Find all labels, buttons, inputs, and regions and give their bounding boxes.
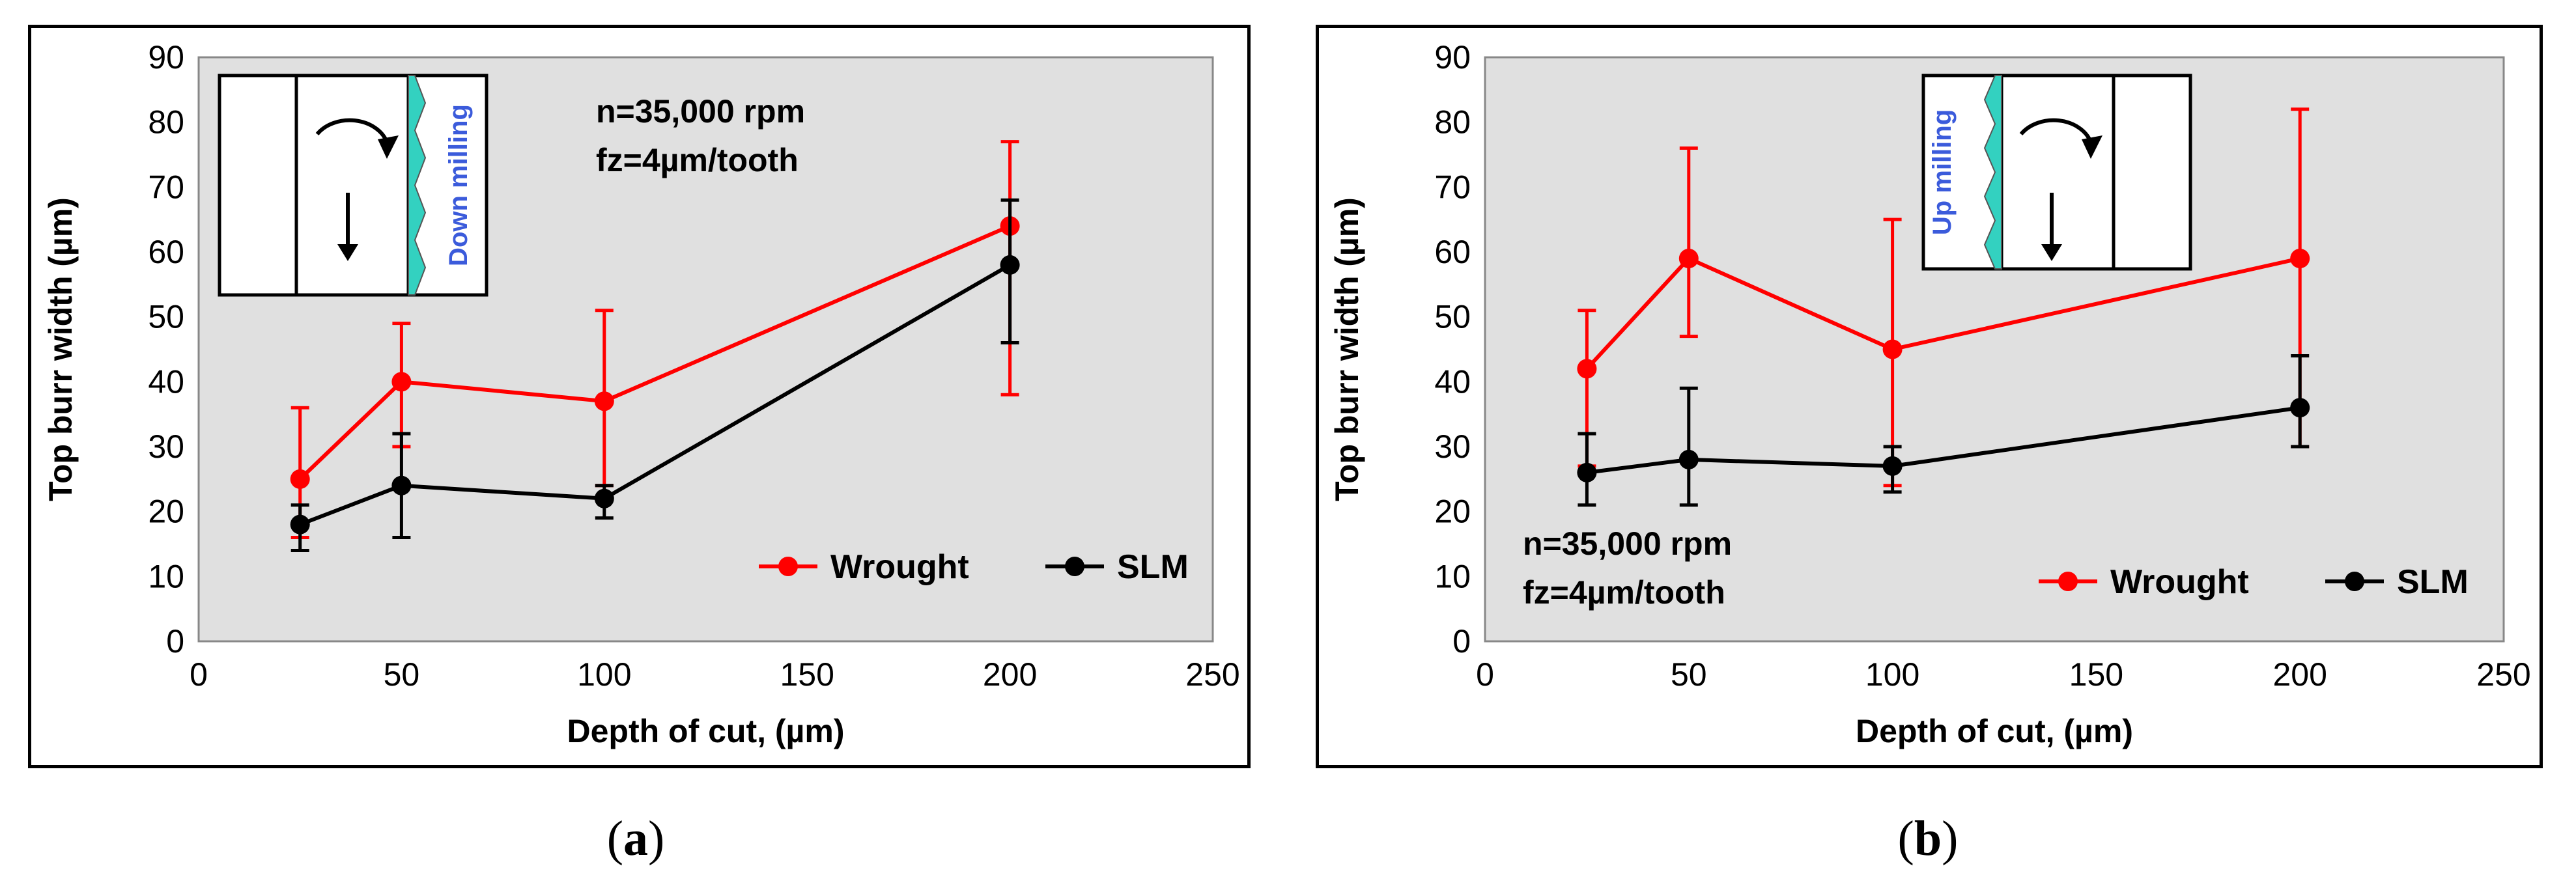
data-point <box>1577 359 1597 379</box>
chart-a: 0 10 20 30 40 50 60 70 80 90 0 50 100 150 200 250 Depth … <box>42 39 1240 749</box>
inset-frame <box>218 74 488 297</box>
legend-label: SLM <box>1117 548 1189 586</box>
data-point <box>1678 449 1699 469</box>
annotation-rpm: n=35,000 rpm <box>1523 525 1732 562</box>
y-tick-label: 10 <box>148 558 184 594</box>
data-point <box>1882 456 1903 476</box>
milling-inset-diagram: Up milling <box>1921 74 2192 271</box>
y-tick-label: 30 <box>1434 428 1471 465</box>
y-tick-label: 70 <box>1434 169 1471 205</box>
series-line <box>299 263 1012 527</box>
y-tick-label: 60 <box>1434 234 1471 270</box>
x-tick-label: 100 <box>577 656 631 693</box>
feed-arrowhead-icon <box>2041 244 2062 261</box>
y-tick-label: 10 <box>1434 558 1471 594</box>
series-wrought <box>1577 107 2310 488</box>
x-tick-label: 150 <box>2069 656 2123 693</box>
milling-mode-label: Up milling <box>1928 109 1957 235</box>
x-tick-label: 0 <box>1476 656 1494 693</box>
data-point <box>391 475 412 495</box>
burr-surface <box>408 75 427 296</box>
chart-b: 0 10 20 30 40 50 60 70 80 90 0 50 100 150 200 250 Depth … <box>1329 39 2531 749</box>
annotation-rpm: n=35,000 rpm <box>596 93 805 130</box>
y-tick-label: 20 <box>148 494 184 530</box>
annotation-feed: fz=4µm/tooth <box>1523 574 1725 611</box>
burr-surface <box>1983 75 2002 270</box>
y-tick-label: 40 <box>148 363 184 400</box>
series-line <box>298 224 1011 480</box>
feed-arrowhead-icon <box>337 244 358 261</box>
rotation-arrowhead-icon <box>378 135 399 159</box>
series-slm <box>1577 354 2310 507</box>
legend-marker <box>2058 572 2078 591</box>
y-tick-label: 90 <box>1434 39 1471 76</box>
y-tick-label: 0 <box>1452 623 1471 660</box>
data-point <box>1577 462 1597 482</box>
x-tick-label: 150 <box>780 656 834 693</box>
x-tick-label: 250 <box>1185 656 1239 693</box>
x-tick-label: 200 <box>983 656 1037 693</box>
x-tick-label: 100 <box>1865 656 1919 693</box>
legend-label: SLM <box>2397 563 2469 601</box>
data-point <box>2290 398 2310 418</box>
data-point <box>290 514 310 535</box>
legend-marker <box>2345 572 2364 591</box>
data-point <box>1882 339 1903 359</box>
y-tick-label: 50 <box>1434 299 1471 335</box>
milling-mode-label: Down milling <box>444 104 473 266</box>
y-tick-label: 70 <box>148 169 184 205</box>
milling-inset-diagram: Down milling <box>218 74 488 297</box>
legend-marker <box>1065 557 1084 576</box>
y-axis-title: Top burr width (µm) <box>1329 197 1365 501</box>
y-tick-label: 50 <box>148 299 184 335</box>
y-tick-label: 90 <box>148 39 184 76</box>
y-tick-label: 30 <box>148 428 184 465</box>
data-point <box>391 372 412 392</box>
series-line <box>1585 256 2300 370</box>
x-tick-label: 250 <box>2476 656 2530 693</box>
x-axis-title: Depth of cut, (µm) <box>567 713 845 749</box>
y-tick-label: 80 <box>148 104 184 141</box>
panel-caption-b: (b) <box>1897 811 1959 866</box>
data-point <box>290 469 310 489</box>
annotation-feed: fz=4µm/tooth <box>596 142 799 178</box>
data-point <box>2290 248 2310 268</box>
series-line <box>1587 406 2300 475</box>
y-tick-label: 80 <box>1434 104 1471 141</box>
data-point <box>594 488 614 508</box>
data-point <box>1000 255 1020 275</box>
y-tick-label: 60 <box>148 234 184 270</box>
data-point <box>594 391 614 411</box>
y-axis-title: Top burr width (µm) <box>42 197 79 501</box>
panel-caption-a: (a) <box>606 811 665 866</box>
x-tick-label: 50 <box>384 656 420 693</box>
legend: Wrought SLM <box>759 548 1189 586</box>
rotation-arrow-icon <box>315 118 389 143</box>
legend-label: Wrought <box>830 548 969 586</box>
inset-frame <box>1921 74 2192 271</box>
legend: Wrought SLM <box>2039 563 2469 601</box>
series-slm <box>290 198 1020 552</box>
y-tick-label: 20 <box>1434 494 1471 530</box>
y-tick-label: 0 <box>166 623 184 660</box>
data-point <box>1678 248 1699 268</box>
x-tick-label: 50 <box>1671 656 1707 693</box>
legend-label: Wrought <box>2110 563 2249 601</box>
legend-marker <box>778 557 798 576</box>
x-tick-label: 200 <box>2272 656 2327 693</box>
x-tick-label: 0 <box>190 656 208 693</box>
y-tick-label: 40 <box>1434 363 1471 400</box>
rotation-arrow-icon <box>2019 118 2093 143</box>
x-axis-title: Depth of cut, (µm) <box>1856 713 2133 749</box>
rotation-arrowhead-icon <box>2082 135 2102 159</box>
